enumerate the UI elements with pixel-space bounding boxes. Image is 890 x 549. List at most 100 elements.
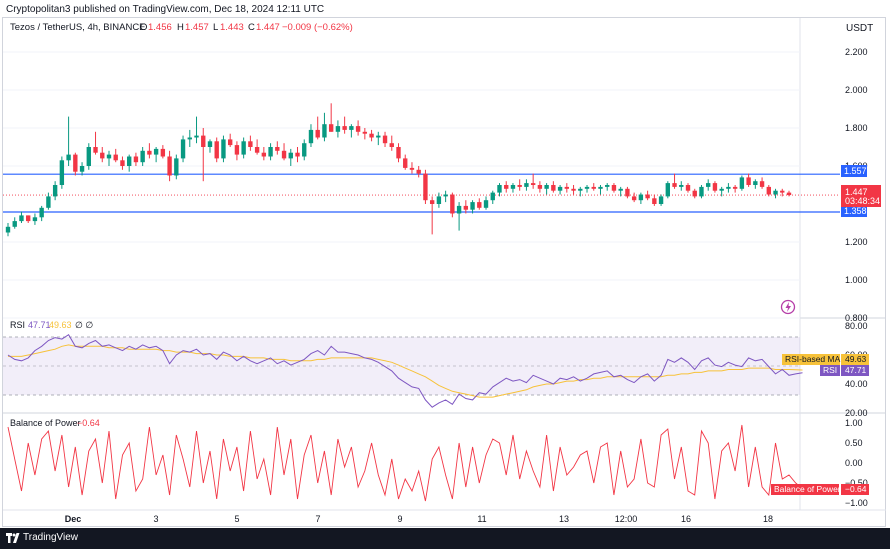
candle-body: [470, 202, 475, 210]
candle-body: [423, 173, 428, 201]
candle-body: [780, 190, 785, 193]
price-tick-label: 1.200: [845, 237, 868, 247]
candle-body: [712, 183, 718, 191]
candle-body: [275, 147, 280, 151]
candle-body: [147, 150, 152, 155]
candle-body: [174, 158, 179, 176]
candle-body: [59, 160, 65, 185]
footer-brand[interactable]: TradingView: [23, 532, 79, 543]
candle-body: [605, 185, 610, 187]
rsi-layer[interactable]: [7, 333, 803, 408]
candle-body: [786, 192, 792, 196]
candle-body: [120, 160, 125, 166]
time-axis[interactable]: Dec 3 5 7 9 11 13 12:00 16 18: [65, 514, 773, 524]
symbol-title[interactable]: Tezos / TetherUS, 4h, BINANCE: [10, 22, 146, 33]
candle-body: [584, 186, 590, 189]
candle-body: [699, 186, 704, 197]
low-value: 1.443: [220, 22, 244, 33]
candle-body: [658, 196, 664, 204]
candle-body: [403, 158, 408, 168]
candle-body: [362, 131, 368, 134]
candle-body: [456, 205, 462, 214]
time-axis-label: 3: [153, 514, 158, 524]
candle-body: [187, 137, 192, 140]
candle-body: [679, 185, 684, 187]
candle-body: [732, 186, 738, 189]
rsi-tag-value: 47.71: [845, 365, 867, 375]
candle-body: [32, 217, 38, 222]
rsi-value: 47.71: [28, 320, 51, 330]
candle-body: [113, 154, 118, 161]
rsi-null-marks: ∅ ∅: [75, 320, 93, 330]
candle-body: [369, 133, 374, 138]
time-axis-label: 9: [397, 514, 402, 524]
change-value: −0.009 (−0.62%): [282, 22, 353, 33]
lower-level-tag: [841, 205, 867, 217]
bop-tag: [841, 484, 869, 495]
candle-body: [382, 135, 388, 144]
candle-body: [315, 129, 320, 138]
last-price-value: 1.447: [845, 187, 868, 197]
candle-body: [342, 126, 347, 130]
time-axis-label: 12:00: [615, 514, 638, 524]
candle-body: [652, 198, 657, 204]
candle-body: [625, 188, 630, 197]
time-axis-label: 16: [681, 514, 691, 524]
candle-body: [638, 194, 644, 201]
candle-body: [436, 196, 442, 204]
candle-body: [221, 139, 226, 159]
candle-body: [598, 186, 603, 189]
bop-layer[interactable]: [7, 424, 803, 502]
chart-border: [2, 17, 886, 527]
candle-body: [463, 205, 469, 210]
candles-layer[interactable]: [5, 103, 792, 237]
candle-body: [631, 196, 637, 201]
bop-value: −0.64: [77, 418, 100, 428]
candle-body: [355, 126, 361, 132]
candle-body: [685, 185, 691, 191]
upper-level-value: 1.557: [844, 166, 867, 176]
candle-body: [46, 196, 51, 208]
candle-body: [234, 145, 240, 155]
candle-body: [672, 183, 677, 187]
last-price-tag: [841, 185, 881, 207]
candle-body: [719, 188, 724, 191]
bop-axis: 1.00 0.50 0.00 −0.50 −1.00: [845, 418, 868, 508]
candle-body: [302, 143, 307, 157]
candle-body: [706, 183, 711, 187]
price-tick-label: 2.000: [845, 85, 868, 95]
candle-body: [349, 126, 354, 130]
candle-body: [450, 194, 455, 214]
bop-line: [7, 424, 803, 502]
rsi-ma-value: 49.63: [49, 320, 72, 330]
price-tick-label: 1.800: [845, 123, 868, 133]
price-chart-svg[interactable]: Tezos / TetherUS, 4h, BINANCE O 1.456 H …: [0, 0, 890, 528]
candle-body: [248, 141, 253, 147]
time-axis-label: 13: [559, 514, 569, 524]
horizontal-levels[interactable]: [3, 173, 840, 213]
candle-body: [692, 190, 697, 197]
candle-body: [504, 185, 509, 189]
candle-body: [66, 154, 71, 161]
candle-body: [227, 139, 233, 146]
candle-body: [261, 152, 267, 157]
candle-body: [726, 186, 731, 189]
rsi-tick-label: 80.00: [845, 321, 868, 331]
candle-body: [477, 202, 482, 208]
candle-body: [5, 226, 11, 233]
candle-body: [551, 185, 556, 191]
candle-body: [39, 207, 44, 218]
candle-body: [490, 192, 495, 201]
rsi-ma-label: RSI-based MA: [785, 354, 841, 364]
rsi-label: RSI: [823, 365, 837, 375]
candle-body: [766, 186, 771, 195]
time-axis-label: 5: [234, 514, 239, 524]
rsi-title[interactable]: RSI: [10, 320, 25, 330]
candle-body: [524, 183, 529, 187]
price-tick-label: 1.000: [845, 275, 868, 285]
bop-title[interactable]: Balance of Power: [10, 418, 81, 428]
candle-body: [133, 156, 139, 163]
countdown-value: 03:48:34: [845, 196, 880, 206]
candle-body: [93, 147, 98, 153]
